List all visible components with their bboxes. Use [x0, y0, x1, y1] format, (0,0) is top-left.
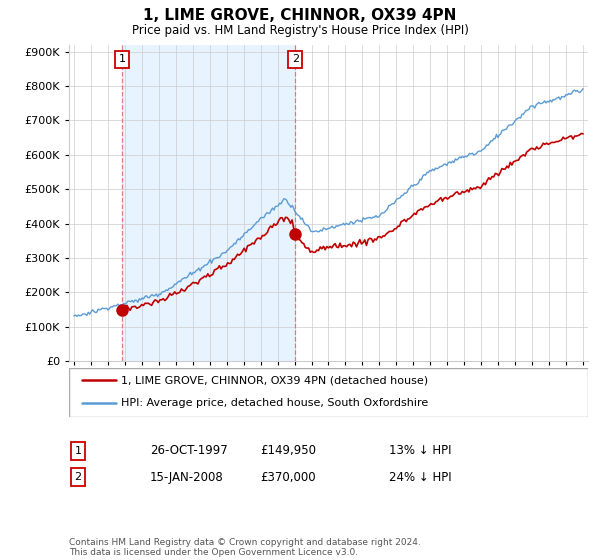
Text: HPI: Average price, detached house, South Oxfordshire: HPI: Average price, detached house, Sout…: [121, 398, 428, 408]
FancyBboxPatch shape: [69, 368, 588, 417]
Text: 13% ↓ HPI: 13% ↓ HPI: [389, 444, 451, 458]
Text: 1, LIME GROVE, CHINNOR, OX39 4PN: 1, LIME GROVE, CHINNOR, OX39 4PN: [143, 8, 457, 24]
Text: 1: 1: [74, 446, 82, 456]
Text: 24% ↓ HPI: 24% ↓ HPI: [389, 470, 451, 484]
Text: £370,000: £370,000: [260, 470, 316, 484]
Text: 15-JAN-2008: 15-JAN-2008: [150, 470, 224, 484]
Text: Price paid vs. HM Land Registry's House Price Index (HPI): Price paid vs. HM Land Registry's House …: [131, 24, 469, 36]
Text: 1, LIME GROVE, CHINNOR, OX39 4PN (detached house): 1, LIME GROVE, CHINNOR, OX39 4PN (detach…: [121, 375, 428, 385]
Text: 1: 1: [118, 54, 125, 64]
Text: 2: 2: [74, 472, 82, 482]
Text: Contains HM Land Registry data © Crown copyright and database right 2024.
This d: Contains HM Land Registry data © Crown c…: [69, 538, 421, 557]
Text: 2: 2: [292, 54, 299, 64]
Bar: [122, 45, 295, 361]
Text: 26-OCT-1997: 26-OCT-1997: [150, 444, 228, 458]
Text: £149,950: £149,950: [260, 444, 316, 458]
